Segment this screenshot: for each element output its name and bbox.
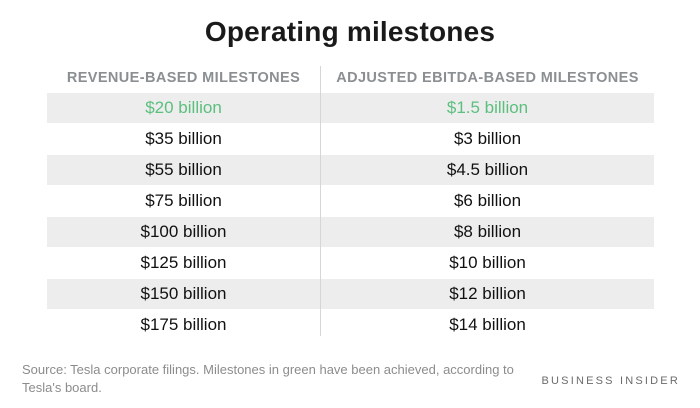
brand-logo: BUSINESS INSIDER xyxy=(541,375,680,387)
table-row: $175 billion $14 billion xyxy=(47,310,654,341)
table-row: $125 billion $10 billion xyxy=(47,248,654,279)
column-divider xyxy=(320,66,321,336)
milestones-table: REVENUE-BASED MILESTONES ADJUSTED EBITDA… xyxy=(47,66,654,341)
ebitda-column-header: ADJUSTED EBITDA-BASED MILESTONES xyxy=(336,70,639,86)
table-row: $75 billion $6 billion xyxy=(47,186,654,217)
revenue-milestone-cell: $175 billion xyxy=(140,315,227,334)
revenue-milestone-cell: $100 billion xyxy=(140,222,227,241)
revenue-milestone-cell: $125 billion xyxy=(140,253,227,272)
table-row: $100 billion $8 billion xyxy=(47,217,654,248)
source-note: Source: Tesla corporate filings. Milesto… xyxy=(22,362,514,395)
ebitda-milestone-cell: $10 billion xyxy=(449,253,526,272)
chart-title: Operating milestones xyxy=(204,16,496,47)
revenue-milestone-cell: $150 billion xyxy=(140,284,227,303)
revenue-milestone-cell: $55 billion xyxy=(145,160,222,179)
ebitda-milestone-cell: $1.5 billion xyxy=(446,98,529,117)
ebitda-milestone-cell: $12 billion xyxy=(449,284,526,303)
table-row: $20 billion $1.5 billion xyxy=(47,93,654,124)
revenue-milestone-cell: $75 billion xyxy=(145,191,222,210)
table-body: $20 billion $1.5 billion $35 billion $3 bil… xyxy=(47,93,654,341)
ebitda-milestone-cell: $3 billion xyxy=(453,129,522,148)
ebitda-milestone-cell: $14 billion xyxy=(449,315,526,334)
revenue-milestone-cell: $35 billion xyxy=(145,129,222,148)
table-row: $55 billion $4.5 billion xyxy=(47,155,654,186)
table-header-row: REVENUE-BASED MILESTONES ADJUSTED EBITDA… xyxy=(47,66,654,93)
table-row: $35 billion $3 billion xyxy=(47,124,654,155)
revenue-milestone-cell: $20 billion xyxy=(145,98,222,117)
table-row: $150 billion $12 billion xyxy=(47,279,654,310)
ebitda-milestone-cell: $4.5 billion xyxy=(446,160,529,179)
revenue-column-header: REVENUE-BASED MILESTONES xyxy=(66,70,301,86)
ebitda-milestone-cell: $8 billion xyxy=(453,222,522,241)
ebitda-milestone-cell: $6 billion xyxy=(453,191,522,210)
